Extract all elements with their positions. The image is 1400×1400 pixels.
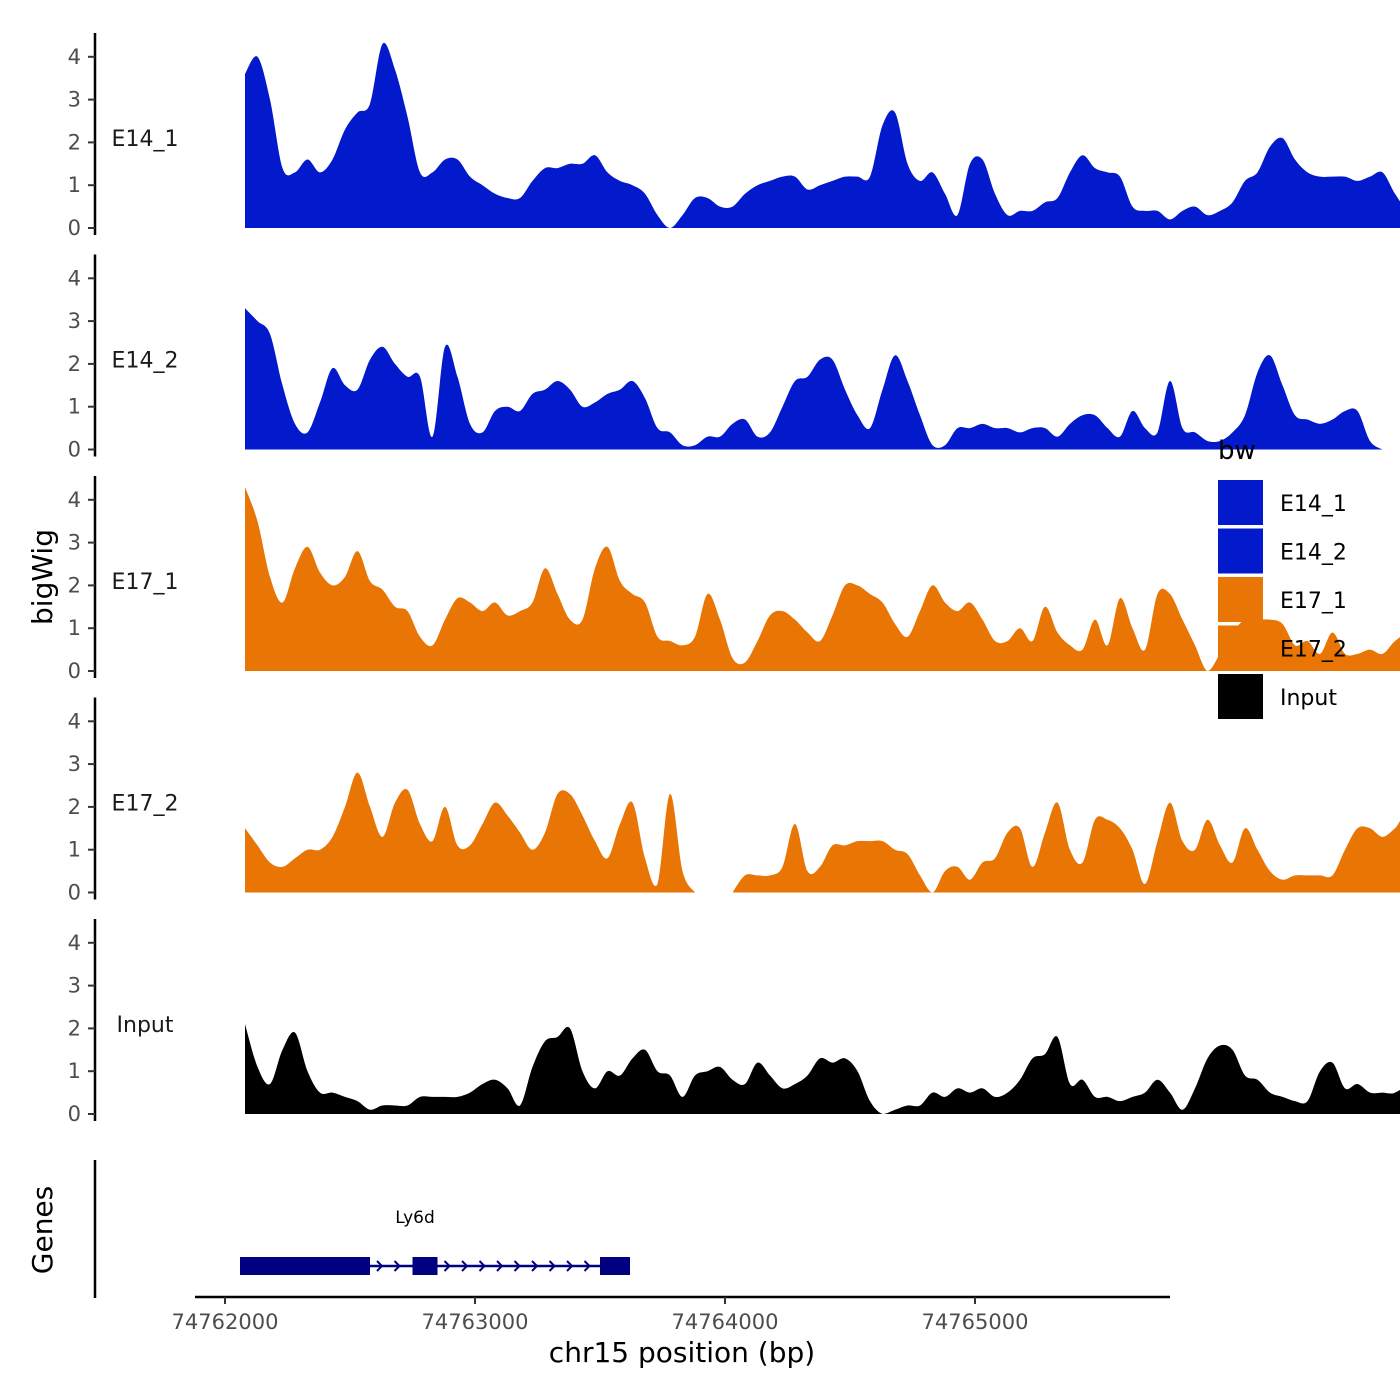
y-tick-label: 0	[68, 438, 81, 462]
x-axis: 74762000 74763000 74764000 74765000 chr15 p…	[172, 1295, 1170, 1369]
y-tick-label: 4	[68, 488, 81, 512]
legend-items: E14_1 E14_2 E17_1 E17_2 Input	[1218, 480, 1347, 719]
x-ticks: 74762000 74763000 74764000 74765000	[172, 1297, 1029, 1334]
y-tick-label: 2	[68, 573, 81, 597]
y-axis-title: bigWig	[26, 529, 59, 625]
strand-arrow	[443, 1260, 451, 1272]
strand-arrow	[513, 1260, 521, 1272]
x-tick-label: 74765000	[922, 1310, 1029, 1334]
gene-Ly6d: Ly6d	[240, 1208, 630, 1275]
signal-area	[245, 772, 695, 893]
legend-swatch	[1218, 528, 1263, 574]
legend-label: E14_1	[1280, 492, 1347, 517]
signal-area	[245, 308, 1383, 450]
track-E14_1: 0 1 2 3 4 E14_1	[68, 33, 1400, 240]
gene-exon	[240, 1257, 370, 1275]
strand-arrow	[393, 1260, 401, 1272]
legend-swatch	[1218, 674, 1263, 719]
track-E17_2: 0 1 2 3 4 E17_2	[68, 697, 1400, 905]
legend-label: E14_2	[1280, 541, 1347, 566]
legend-title: bw	[1218, 436, 1256, 466]
y-tick-label: 3	[68, 752, 81, 776]
track-E14_2: 0 1 2 3 4 E14_2	[68, 254, 1383, 462]
y-axis-title-group: bigWig	[26, 529, 59, 625]
legend-entry: E17_2	[1218, 625, 1347, 671]
track-label: E17_2	[112, 792, 179, 817]
track-Input: 0 1 2 3 4 Input	[68, 919, 1400, 1126]
signal-area	[245, 1024, 1400, 1114]
y-tick-label: 4	[68, 709, 81, 733]
gene-exon	[600, 1257, 630, 1275]
track-E17_1: 0 1 2 3 4 E17_1	[68, 476, 1400, 683]
track-label: E17_1	[112, 570, 179, 595]
legend-label: Input	[1280, 686, 1337, 711]
legend-entry: E14_2	[1218, 528, 1347, 574]
y-tick-label: 3	[68, 309, 81, 333]
y-tick-label: 4	[68, 266, 81, 290]
genes-title: Genes	[26, 1186, 59, 1274]
strand-arrow	[583, 1260, 591, 1272]
strand-arrow	[496, 1260, 504, 1272]
y-tick-label: 1	[68, 173, 81, 197]
gene-model: Ly6d	[240, 1208, 630, 1275]
x-tick-label: 74762000	[172, 1310, 279, 1334]
y-tick-label: 2	[68, 1016, 81, 1040]
y-tick-label: 4	[68, 45, 81, 69]
strand-arrow	[478, 1260, 486, 1272]
strand-arrow	[566, 1260, 574, 1272]
y-tick-label: 2	[68, 352, 81, 376]
y-tick-label: 1	[68, 395, 81, 419]
y-tick-label: 1	[68, 1059, 81, 1083]
legend-entry: Input	[1218, 674, 1337, 719]
legend: bw E14_1 E14_2 E17_1 E17_2 Input	[1218, 436, 1347, 719]
strand-arrow	[376, 1260, 384, 1272]
strand-arrow	[531, 1260, 539, 1272]
legend-label: E17_1	[1280, 589, 1347, 614]
strand-arrow	[461, 1260, 469, 1272]
y-tick-label: 2	[68, 130, 81, 154]
signal-tracks: 0 1 2 3 4 E14_1 0 1 2 3 4 E14_2 0 1 2 3 4 E17_1 0 1 2 3 4 E17_2…	[68, 33, 1400, 1126]
legend-swatch	[1218, 625, 1263, 671]
x-tick-label: 74764000	[672, 1310, 779, 1334]
y-tick-label: 4	[68, 931, 81, 955]
y-tick-label: 0	[68, 216, 81, 240]
legend-swatch	[1218, 480, 1263, 525]
track-label: Input	[117, 1013, 174, 1038]
signal-area	[245, 486, 1400, 671]
x-tick-label: 74763000	[422, 1310, 529, 1334]
track-label: E14_1	[112, 127, 179, 152]
gene-exon	[412, 1257, 438, 1275]
y-tick-label: 2	[68, 795, 81, 819]
y-tick-label: 0	[68, 659, 81, 683]
y-tick-label: 0	[68, 1102, 81, 1126]
y-tick-label: 1	[68, 838, 81, 862]
genes-panel: Genes Ly6d	[26, 1160, 630, 1298]
strand-arrow	[548, 1260, 556, 1272]
legend-entry: E14_1	[1218, 480, 1347, 525]
track-label: E14_2	[112, 349, 179, 374]
y-tick-label: 0	[68, 881, 81, 905]
legend-label: E17_2	[1280, 638, 1347, 663]
signal-area	[732, 802, 1400, 893]
gene-label: Ly6d	[395, 1208, 435, 1228]
y-tick-label: 1	[68, 616, 81, 640]
legend-entry: E17_1	[1218, 577, 1347, 622]
y-tick-label: 3	[68, 88, 81, 112]
y-tick-label: 3	[68, 974, 81, 998]
signal-area	[245, 42, 1400, 228]
legend-swatch	[1218, 577, 1263, 622]
y-tick-label: 3	[68, 531, 81, 555]
x-axis-title: chr15 position (bp)	[549, 1336, 815, 1369]
